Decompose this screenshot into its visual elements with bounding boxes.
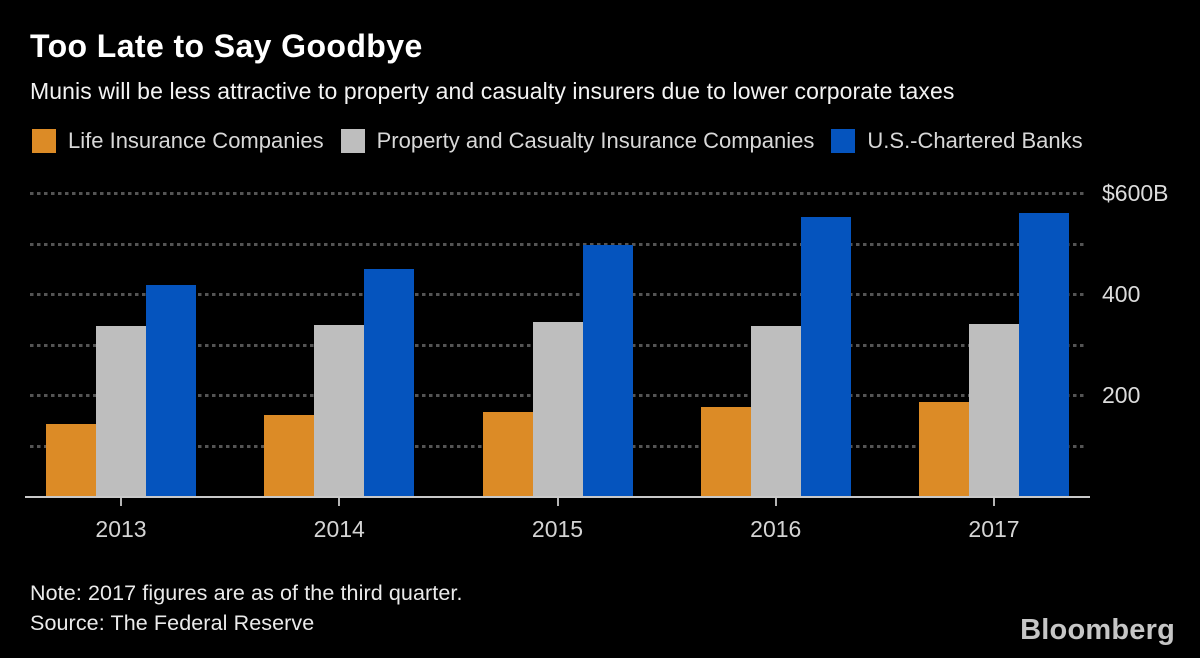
- bar-2016-banks: [800, 217, 851, 496]
- x-axis-label-2014: 2014: [313, 516, 365, 542]
- bar-2014-banks: [364, 269, 415, 496]
- bar-2013-life: [46, 424, 96, 496]
- bar-2016-pc: [750, 326, 801, 496]
- y-axis-label-200: 200: [1102, 382, 1141, 408]
- chart-legend: Life Insurance Companies Property and Ca…: [32, 128, 1083, 154]
- gridline-500: [30, 242, 1085, 246]
- legend-item-life-insurance: Life Insurance Companies: [32, 128, 324, 154]
- legend-swatch-gray-icon: [340, 129, 365, 153]
- bloomberg-logo: Bloomberg: [1020, 614, 1175, 646]
- legend-label-property-casualty: Property and Casualty Insurance Companie…: [376, 128, 815, 153]
- y-axis-label-600: $600B: [1102, 180, 1169, 206]
- bar-2017-life: [919, 402, 969, 496]
- x-axis-label-2017: 2017: [968, 516, 1020, 542]
- x-axis-tick-2017: [993, 497, 995, 506]
- x-axis-tick-2015: [556, 497, 559, 506]
- legend-label-life-insurance: Life Insurance Companies: [68, 128, 324, 153]
- x-axis-label-2016: 2016: [750, 516, 802, 542]
- bar-2017-pc: [969, 324, 1019, 496]
- legend-item-us-chartered-banks: U.S.-Chartered Banks: [831, 128, 1083, 154]
- bar-2014-life: [264, 415, 315, 496]
- chart-subtitle: Munis will be less attractive to propert…: [30, 78, 955, 104]
- gridline-600: [30, 192, 1085, 195]
- x-axis-label-2013: 2013: [95, 516, 147, 542]
- legend-label-us-chartered-banks: U.S.-Chartered Banks: [867, 128, 1083, 153]
- x-axis-label-2015: 2015: [531, 516, 584, 542]
- y-axis-label-400: 400: [1102, 281, 1141, 307]
- x-axis-line: [25, 496, 1090, 498]
- bar-2015-pc: [532, 322, 583, 496]
- legend-swatch-orange-icon: [32, 129, 56, 153]
- bar-2016-life: [700, 407, 751, 496]
- x-axis-tick-2014: [338, 497, 341, 506]
- bar-2015-life: [482, 412, 533, 496]
- bar-2015-banks: [582, 245, 633, 496]
- x-axis-tick-2016: [774, 497, 777, 506]
- x-axis-tick-2013: [120, 497, 122, 506]
- chart-note: Note: 2017 figures are as of the third q…: [30, 581, 463, 605]
- bar-2017-banks: [1019, 213, 1069, 496]
- bar-2014-pc: [314, 325, 365, 496]
- bar-2013-banks: [146, 285, 196, 496]
- legend-item-property-casualty: Property and Casualty Insurance Companie…: [340, 128, 815, 154]
- gridline-400: [30, 293, 1085, 296]
- legend-swatch-blue-icon: [831, 129, 856, 153]
- chart-source: Source: The Federal Reserve: [30, 611, 315, 635]
- chart-title: Too Late to Say Goodbye: [30, 28, 423, 64]
- bar-2013-pc: [96, 326, 146, 496]
